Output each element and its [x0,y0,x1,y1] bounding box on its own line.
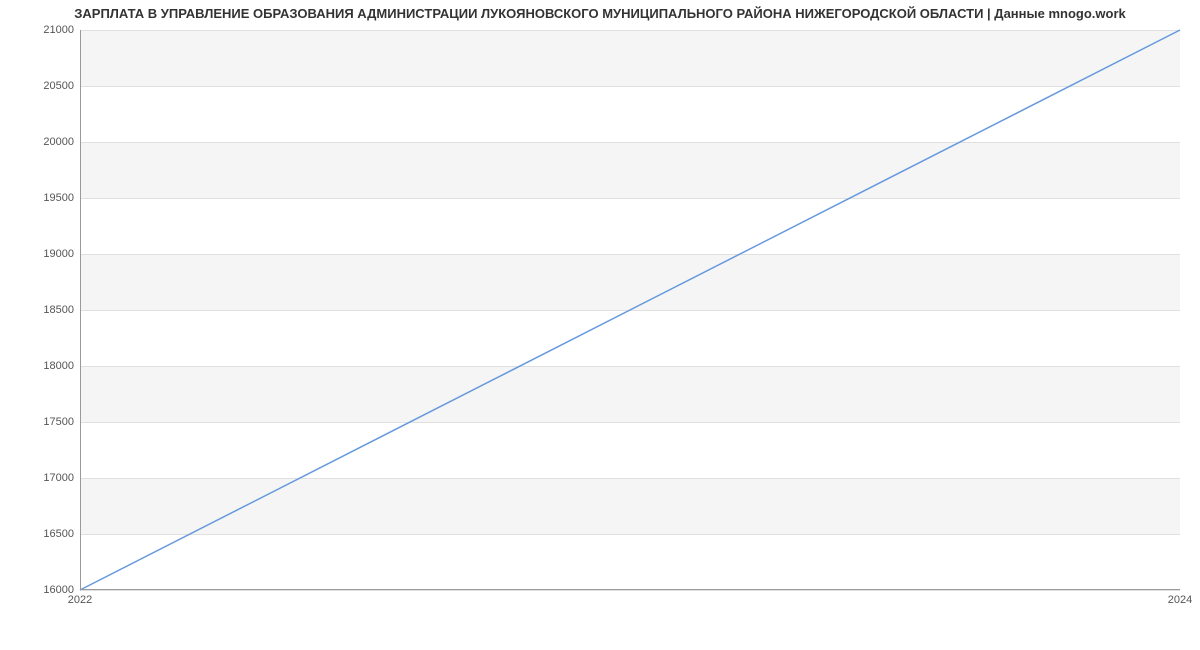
y-tick-label: 19000 [43,248,80,260]
y-tick-label: 17500 [43,416,80,428]
line-layer [80,30,1180,590]
chart-container: ЗАРПЛАТА В УПРАВЛЕНИЕ ОБРАЗОВАНИЯ АДМИНИ… [0,0,1200,650]
y-tick-label: 19500 [43,192,80,204]
y-tick-label: 21000 [43,24,80,36]
plot-area: 1600016500170001750018000185001900019500… [80,30,1180,590]
chart-title: ЗАРПЛАТА В УПРАВЛЕНИЕ ОБРАЗОВАНИЯ АДМИНИ… [0,6,1200,21]
y-tick-label: 20500 [43,80,80,92]
y-tick-label: 17000 [43,472,80,484]
series-line [80,30,1180,590]
y-tick-label: 16500 [43,528,80,540]
y-axis-line [80,30,81,590]
x-tick-label: 2022 [68,590,92,606]
y-tick-label: 18500 [43,304,80,316]
y-gridline [80,590,1180,591]
y-tick-label: 18000 [43,360,80,372]
y-tick-label: 20000 [43,136,80,148]
x-axis-line [80,589,1180,590]
x-tick-label: 2024 [1168,590,1192,606]
